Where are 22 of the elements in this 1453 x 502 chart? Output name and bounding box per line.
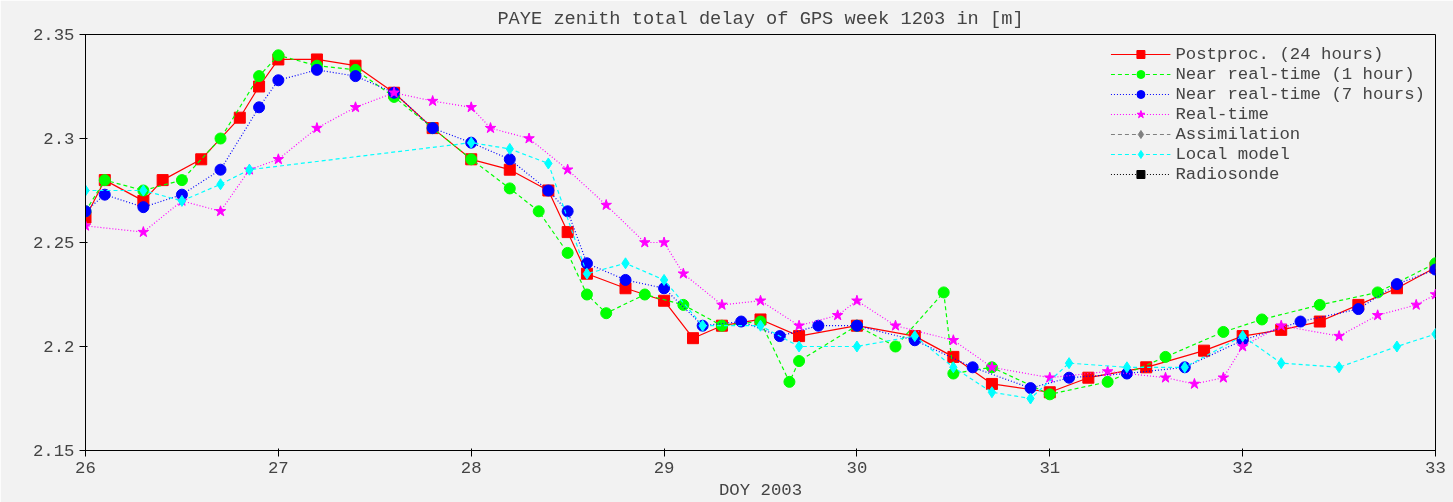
y-tick-label: 2.25	[32, 234, 75, 253]
x-tick-label: 28	[460, 458, 482, 478]
x-axis-title: DOY 2003	[718, 480, 803, 500]
legend-label: Postproc. (24 hours)	[1175, 44, 1384, 64]
legend-label: Radiosonde	[1175, 164, 1280, 184]
x-tick-label: 30	[846, 458, 868, 478]
x-tick-label: 31	[1039, 458, 1061, 478]
x-tick-label: 32	[1232, 458, 1254, 478]
chart-title: PAYE zenith total delay of GPS week 1203 in [m]	[497, 7, 1024, 30]
legend-label: Real-time	[1175, 104, 1270, 124]
x-tick-label: 26	[75, 458, 96, 478]
x-tick-label: 27	[267, 458, 289, 478]
y-tick-label: 2.35	[32, 26, 75, 45]
legend-label: Near real-time (7 hours)	[1175, 84, 1425, 104]
y-tick-label: 2.2	[43, 338, 75, 357]
x-tick-label: 33	[1425, 458, 1446, 478]
x-tick-label: 29	[653, 458, 675, 478]
y-tick-label: 2.15	[32, 442, 75, 461]
legend-label: Assimilation	[1175, 124, 1301, 144]
legend-label: Near real-time (1 hour)	[1175, 64, 1415, 84]
y-tick-label: 2.3	[43, 130, 75, 149]
legend-label: Local model	[1175, 144, 1290, 164]
